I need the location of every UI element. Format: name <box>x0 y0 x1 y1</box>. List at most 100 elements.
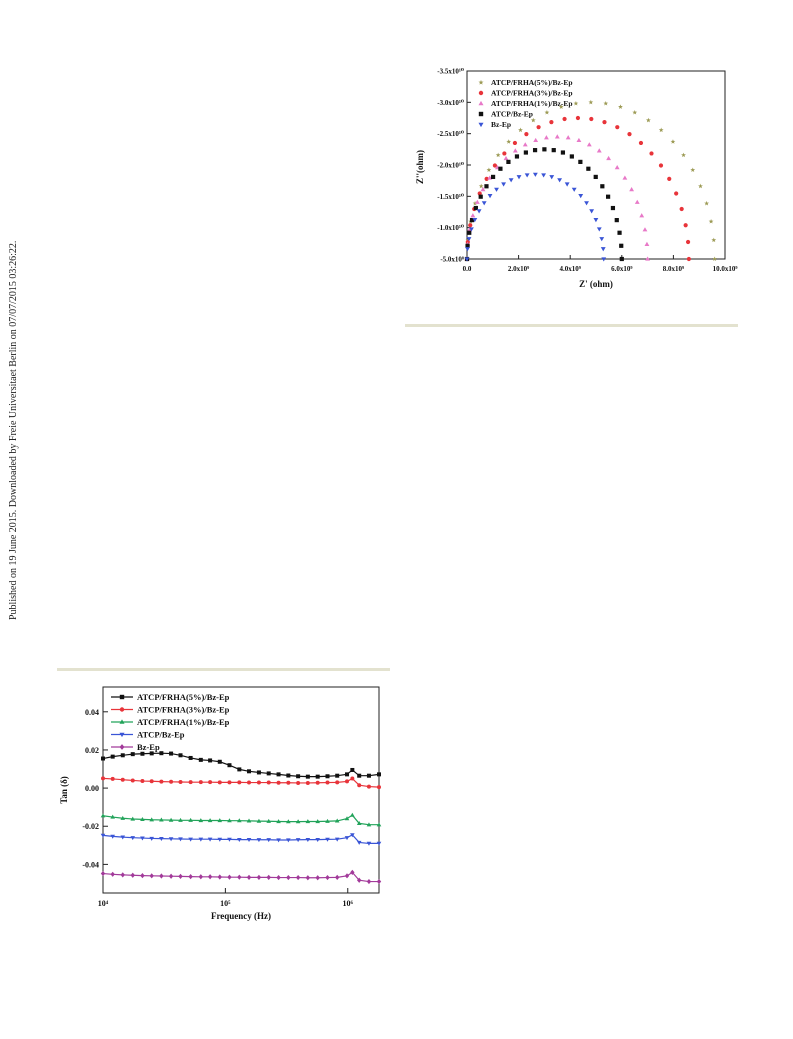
nyquist-point <box>506 159 511 164</box>
tan-delta-point <box>315 819 320 824</box>
nyquist-point <box>474 199 480 204</box>
tan-delta-point <box>178 753 183 758</box>
tan-delta-legend-marker <box>119 694 125 700</box>
tan-delta-y-tick-label: -0.02 <box>82 822 99 831</box>
tan-delta-point <box>315 837 320 842</box>
nyquist-point <box>486 167 492 173</box>
nyquist-point <box>530 117 536 123</box>
tan-delta-point <box>198 837 204 842</box>
nyquist-y-tick-label: -5.0x10⁸ <box>440 256 464 264</box>
tan-delta-point <box>207 818 213 823</box>
nyquist-point <box>478 194 483 199</box>
nyquist-point <box>586 142 592 147</box>
nyquist-y-tick-label: -2.0x10¹⁰ <box>437 162 464 170</box>
nyquist-point <box>615 125 620 130</box>
nyquist-point <box>683 223 688 228</box>
tan-delta-point <box>130 752 135 757</box>
tan-delta-point <box>178 837 183 842</box>
tan-delta-point <box>130 816 136 821</box>
tan-delta-point <box>149 779 154 784</box>
tan-delta-point <box>266 780 271 785</box>
nyquist-point <box>478 183 484 189</box>
nyquist-point <box>484 176 489 182</box>
tan-delta-point <box>350 812 355 817</box>
nyquist-point <box>466 237 472 242</box>
nyquist-x-tick-label: 4.0x10⁹ <box>560 265 581 273</box>
nyquist-point <box>549 175 555 180</box>
nyquist-point <box>481 201 487 206</box>
tan-delta-point <box>345 779 350 784</box>
tan-delta-point <box>350 767 355 772</box>
nyquist-y-tick-label: -3.5x10¹⁰ <box>437 68 464 76</box>
tan-delta-point <box>286 773 291 778</box>
nyquist-plot: 0.0 2.0x10⁹ 4.0x10⁹ 6.0x10⁹ 8.0x10⁹ 10.0x10⁹ -… <box>415 68 737 290</box>
tan-delta-point <box>305 780 310 785</box>
tan-delta-point <box>188 837 193 842</box>
tan-delta-point <box>169 779 174 784</box>
tan-delta-legend-marker <box>119 707 125 712</box>
tan-delta-point <box>140 873 145 879</box>
nyquist-point <box>601 257 607 262</box>
nyquist-point <box>487 193 493 199</box>
tan-delta-point <box>120 835 126 840</box>
tan-delta-point <box>237 874 242 880</box>
nyquist-x-tick-label: 0.0 <box>463 265 472 273</box>
tan-delta-point <box>247 780 252 785</box>
tan-delta-point <box>130 836 136 841</box>
tan-delta-legend-label: ATCP/FRHA(1%)/Bz-Ep <box>137 717 230 727</box>
tan-delta-point <box>159 817 164 822</box>
tan-delta-point <box>227 780 232 785</box>
nyquist-point <box>658 163 664 168</box>
tan-delta-point <box>188 780 193 785</box>
side-download-note: Published on 19 June 2015. Downloaded by… <box>8 240 19 620</box>
nyquist-point <box>578 193 584 199</box>
tan-delta-series-line <box>102 834 379 845</box>
tan-delta-point <box>344 816 350 821</box>
tan-delta-point <box>286 819 291 824</box>
tan-delta-point <box>188 817 193 822</box>
nyquist-point <box>600 247 606 252</box>
tan-delta-point <box>325 780 330 785</box>
nyquist-point <box>554 134 560 139</box>
nyquist-point <box>645 117 651 123</box>
nyquist-legend-marker <box>478 90 484 96</box>
tan-delta-legend-label: ATCP/FRHA(5%)/Bz-Ep <box>137 692 230 702</box>
tan-delta-point <box>198 818 204 823</box>
tan-delta-y-tick-label: -0.04 <box>82 860 99 869</box>
tan-delta-y-tick-label: 0.02 <box>85 746 99 755</box>
tan-delta-point <box>207 837 213 842</box>
nyquist-point <box>557 178 563 183</box>
nyquist-point <box>562 116 567 122</box>
tan-delta-point <box>227 874 232 880</box>
nyquist-point <box>468 223 473 228</box>
nyquist-point <box>593 174 598 180</box>
nyquist-point <box>596 227 602 232</box>
nyquist-point <box>704 200 710 206</box>
tan-delta-point <box>335 773 340 778</box>
tan-delta-point <box>237 818 242 823</box>
tan-delta-point <box>256 780 261 785</box>
nyquist-point <box>542 147 547 152</box>
nyquist-point <box>532 172 538 177</box>
tan-delta-point <box>266 874 271 880</box>
nyquist-point <box>467 230 472 235</box>
nyquist-point <box>614 165 620 170</box>
tan-delta-point <box>100 870 106 877</box>
tan-delta-point <box>276 772 281 777</box>
nyquist-x-tick-label: 8.0x10⁹ <box>663 265 684 273</box>
tan-delta-y-axis-title: Tan (δ) <box>59 776 69 804</box>
tan-delta-point <box>140 816 145 821</box>
nyquist-point <box>465 243 470 248</box>
tan-delta-point <box>110 871 115 877</box>
tan-delta-y-tick-label: 0.00 <box>85 784 99 793</box>
nyquist-point <box>639 213 645 218</box>
nyquist-point <box>670 139 676 144</box>
nyquist-point <box>503 155 509 161</box>
tan-delta-point <box>120 872 125 878</box>
tan-delta-point <box>227 763 232 768</box>
tan-delta-point <box>256 770 261 775</box>
nyquist-point <box>490 174 496 180</box>
tan-delta-x-tick-label: 10⁵ <box>220 899 231 908</box>
tan-delta-legend-marker <box>119 732 125 738</box>
nyquist-x-axis-title: Z' (ohm) <box>579 279 613 289</box>
